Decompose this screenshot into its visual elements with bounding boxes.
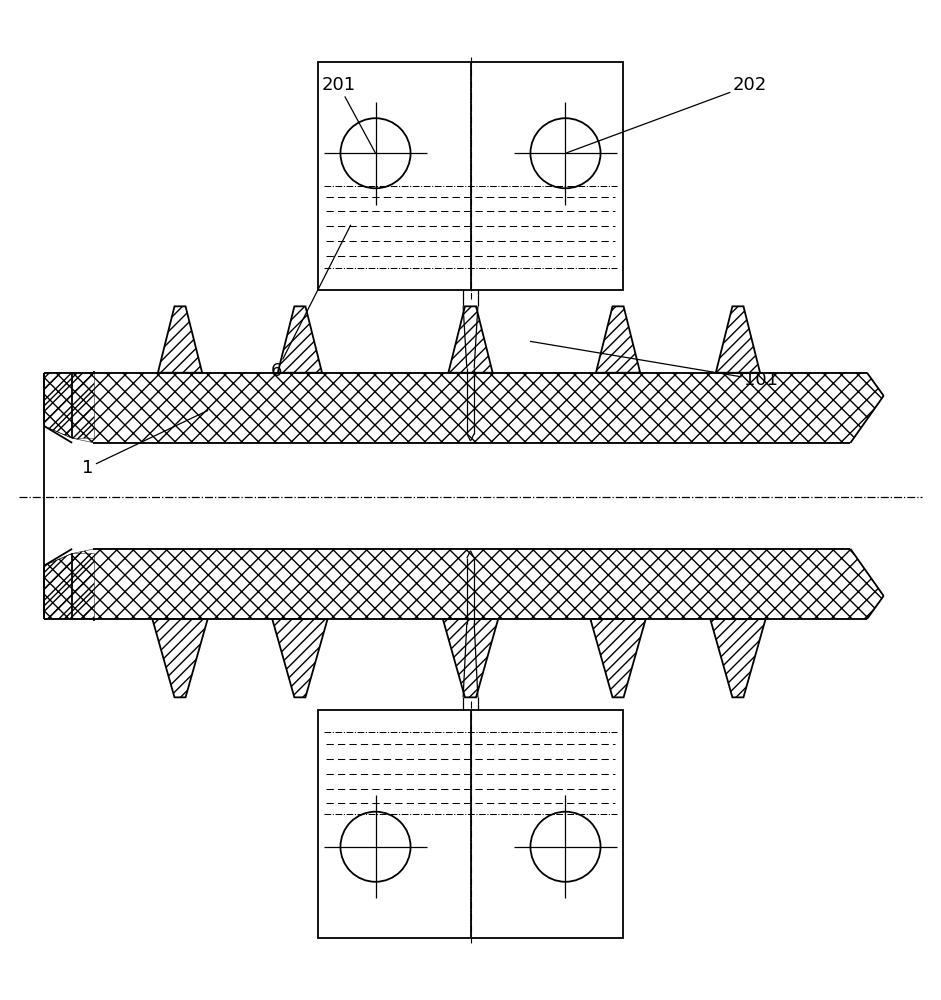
Text: 201: 201 bbox=[322, 76, 375, 153]
Text: 1: 1 bbox=[82, 411, 208, 477]
Text: 202: 202 bbox=[566, 76, 767, 153]
Text: 6: 6 bbox=[271, 225, 351, 380]
Text: 101: 101 bbox=[531, 341, 778, 389]
